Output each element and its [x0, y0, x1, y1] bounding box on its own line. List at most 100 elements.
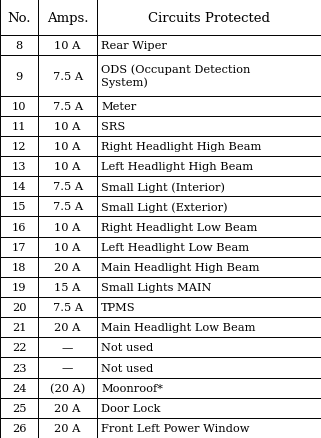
Text: 20 A: 20 A	[54, 423, 81, 433]
Bar	[97, 318, 321, 338]
Text: Not used: Not used	[101, 343, 153, 353]
Bar	[38, 418, 97, 438]
Bar	[0, 157, 38, 177]
Text: 20: 20	[12, 302, 26, 312]
Text: —: —	[62, 363, 73, 373]
Bar	[38, 137, 97, 157]
Text: Door Lock: Door Lock	[101, 403, 160, 413]
Text: SRS: SRS	[101, 122, 126, 131]
Bar	[0, 277, 38, 297]
Text: Circuits Protected: Circuits Protected	[148, 11, 270, 25]
Text: 19: 19	[12, 283, 26, 292]
Bar	[38, 36, 97, 56]
Text: 25: 25	[12, 403, 26, 413]
Bar	[0, 137, 38, 157]
Text: 15 A: 15 A	[54, 283, 81, 292]
Bar	[38, 257, 97, 277]
Bar	[38, 277, 97, 297]
Bar	[38, 318, 97, 338]
Bar	[97, 418, 321, 438]
Bar	[38, 237, 97, 257]
Text: Front Left Power Window: Front Left Power Window	[101, 423, 250, 433]
Bar	[38, 56, 97, 96]
Text: 23: 23	[12, 363, 26, 373]
Text: Left Headlight High Beam: Left Headlight High Beam	[101, 162, 253, 172]
Bar	[38, 217, 97, 237]
Bar	[0, 358, 38, 378]
Text: 13: 13	[12, 162, 26, 172]
Text: Small Light (Interior): Small Light (Interior)	[101, 182, 225, 192]
Bar	[0, 117, 38, 137]
Text: 17: 17	[12, 242, 26, 252]
Bar	[0, 36, 38, 56]
Bar	[97, 338, 321, 358]
Text: 15: 15	[12, 202, 26, 212]
Bar	[0, 96, 38, 117]
Bar	[97, 277, 321, 297]
Bar	[0, 297, 38, 318]
Text: 21: 21	[12, 322, 26, 332]
Text: (20 A): (20 A)	[50, 383, 85, 393]
Bar	[38, 0, 97, 36]
Bar	[38, 358, 97, 378]
Bar	[97, 137, 321, 157]
Bar	[97, 157, 321, 177]
Bar	[0, 197, 38, 217]
Bar	[0, 257, 38, 277]
Bar	[0, 338, 38, 358]
Bar	[38, 338, 97, 358]
Text: —: —	[62, 343, 73, 353]
Text: 10 A: 10 A	[54, 162, 81, 172]
Text: 7.5 A: 7.5 A	[53, 71, 82, 81]
Bar	[0, 378, 38, 398]
Text: 9: 9	[15, 71, 22, 81]
Text: ODS (Occupant Detection
System): ODS (Occupant Detection System)	[101, 64, 251, 88]
Text: 10: 10	[12, 102, 26, 112]
Text: 20 A: 20 A	[54, 403, 81, 413]
Text: 10 A: 10 A	[54, 41, 81, 51]
Text: 10 A: 10 A	[54, 242, 81, 252]
Bar	[97, 237, 321, 257]
Text: 26: 26	[12, 423, 26, 433]
Bar	[38, 378, 97, 398]
Text: Left Headlight Low Beam: Left Headlight Low Beam	[101, 242, 249, 252]
Text: Main Headlight Low Beam: Main Headlight Low Beam	[101, 322, 256, 332]
Bar	[38, 297, 97, 318]
Text: 20 A: 20 A	[54, 322, 81, 332]
Text: No.: No.	[7, 11, 31, 25]
Bar	[38, 157, 97, 177]
Text: Small Lights MAIN: Small Lights MAIN	[101, 283, 212, 292]
Text: 7.5 A: 7.5 A	[53, 202, 82, 212]
Bar	[0, 217, 38, 237]
Bar	[97, 257, 321, 277]
Text: Right Headlight High Beam: Right Headlight High Beam	[101, 141, 262, 152]
Text: 7.5 A: 7.5 A	[53, 302, 82, 312]
Text: 10 A: 10 A	[54, 222, 81, 232]
Bar	[97, 197, 321, 217]
Text: Right Headlight Low Beam: Right Headlight Low Beam	[101, 222, 258, 232]
Bar	[38, 398, 97, 418]
Bar	[0, 418, 38, 438]
Bar	[97, 117, 321, 137]
Bar	[97, 0, 321, 36]
Text: 20 A: 20 A	[54, 262, 81, 272]
Text: 7.5 A: 7.5 A	[53, 102, 82, 112]
Text: 24: 24	[12, 383, 26, 393]
Bar	[97, 378, 321, 398]
Bar	[38, 177, 97, 197]
Text: Small Light (Exterior): Small Light (Exterior)	[101, 201, 228, 212]
Text: Moonroof*: Moonroof*	[101, 383, 163, 393]
Bar	[38, 96, 97, 117]
Text: 7.5 A: 7.5 A	[53, 182, 82, 192]
Text: 12: 12	[12, 141, 26, 152]
Bar	[0, 398, 38, 418]
Bar	[0, 318, 38, 338]
Bar	[97, 358, 321, 378]
Bar	[97, 297, 321, 318]
Bar	[38, 197, 97, 217]
Text: 18: 18	[12, 262, 26, 272]
Text: 11: 11	[12, 122, 26, 131]
Text: 10 A: 10 A	[54, 141, 81, 152]
Bar	[0, 237, 38, 257]
Text: Meter: Meter	[101, 102, 136, 112]
